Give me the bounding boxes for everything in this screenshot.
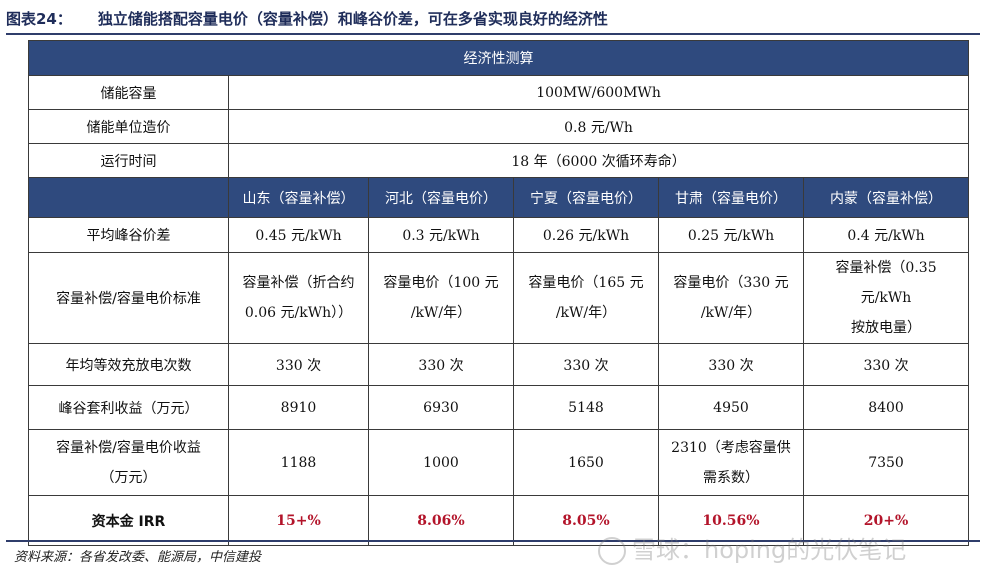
province-header-blank	[28, 177, 229, 218]
cell-line: 7350	[868, 454, 904, 471]
row-label: 年均等效充放电次数	[28, 343, 229, 386]
table-cell: 容量补偿（0.35 元/kWh 按放电量）	[802, 252, 970, 344]
cell-line: 容量电价（100 元	[383, 275, 499, 291]
table-cell: 330 次	[513, 343, 659, 386]
cell-line: 1000	[423, 454, 459, 471]
table-cell: 1650	[513, 429, 659, 496]
cell-line: 1650	[568, 454, 604, 471]
table-cell: 330 次	[228, 343, 369, 386]
table-cell: 8400	[802, 385, 970, 430]
cell-line: /kW/年）	[410, 305, 472, 321]
runtime-label: 运行时间	[28, 143, 229, 178]
table-cell: 0.4 元/kWh	[802, 217, 970, 253]
table-cell: 0.3 元/kWh	[368, 217, 514, 253]
table-cell: 容量电价（100 元/kW/年）	[368, 252, 514, 344]
section-header: 经济性测算	[27, 40, 970, 76]
table-cell: 1000	[368, 429, 514, 496]
figure-title-text: 独立储能搭配容量电价（容量补偿）和峰谷价差，可在多省实现良好的经济性	[97, 10, 608, 28]
province-header-ningxia: 宁夏（容量电价）	[513, 177, 659, 218]
runtime-value: 18 年（6000 次循环寿命）	[227, 143, 970, 178]
cell-line: 容量电价（330 元	[673, 275, 789, 291]
irr-cell: 8.05%	[513, 495, 659, 546]
table-cell: 330 次	[802, 343, 970, 386]
economics-table: 经济性测算 储能容量 100MW/600MWh 储能单位造价 0.8 元/Wh …	[27, 40, 970, 546]
row-label: 容量补偿/容量电价收益 （万元）	[28, 429, 229, 496]
row-label: 平均峰谷价差	[28, 217, 229, 253]
table-cell: 7350	[802, 429, 970, 496]
province-header-neimeng: 内蒙（容量补偿）	[802, 177, 970, 218]
top-rule	[6, 33, 980, 35]
cell-line: /kW/年）	[555, 305, 617, 321]
unit-cost-label: 储能单位造价	[28, 109, 229, 144]
figure-title: 图表24： 独立储能搭配容量电价（容量补偿）和峰谷价差，可在多省实现良好的经济性	[6, 8, 608, 29]
row-label: 资本金 IRR	[28, 495, 229, 546]
figure-number: 图表24：	[6, 10, 72, 28]
cell-line: 容量电价（165 元	[528, 275, 644, 291]
cell-line: 按放电量）	[851, 320, 922, 336]
watermark-text: 雪球：hoping的光伏笔记	[632, 536, 907, 564]
watermark: 雪球：hoping的光伏笔记	[598, 530, 906, 565]
table-cell: 1188	[228, 429, 369, 496]
watermark-logo-icon	[598, 537, 626, 565]
table-cell: 容量电价（165 元/kW/年）	[513, 252, 659, 344]
row-label: 峰谷套利收益（万元）	[28, 385, 229, 430]
cell-line: （万元）	[100, 469, 157, 486]
table-cell: 330 次	[368, 343, 514, 386]
irr-cell: 15+%	[228, 495, 369, 546]
source-note: 资料来源：各省发改委、能源局，中信建投	[14, 550, 262, 565]
province-header-hebei: 河北（容量电价）	[368, 177, 514, 218]
cell-line: 容量补偿（0.35 元/kWh	[835, 260, 937, 306]
bottom-rule	[6, 540, 980, 542]
cell-line: 容量补偿（折合约	[242, 275, 355, 291]
cell-line: 0.06 元/kWh））	[244, 305, 353, 321]
unit-cost-value: 0.8 元/Wh	[227, 109, 970, 144]
table-cell: 330 次	[658, 343, 804, 386]
table-cell: 6930	[368, 385, 514, 430]
table-cell: 2310（考虑容量供 需系数）	[658, 429, 804, 496]
cell-line: 需系数）	[703, 469, 759, 486]
cell-line: 容量补偿/容量电价收益	[56, 439, 201, 456]
cell-line: 1188	[280, 454, 317, 471]
irr-cell: 8.06%	[368, 495, 514, 546]
table-cell: 0.45 元/kWh	[228, 217, 369, 253]
table-cell: 0.26 元/kWh	[513, 217, 659, 253]
irr-cell: 20+%	[802, 495, 970, 546]
capacity-value: 100MW/600MWh	[227, 75, 970, 110]
table-cell: 8910	[228, 385, 369, 430]
irr-cell: 10.56%	[658, 495, 804, 546]
province-header-shandong: 山东（容量补偿）	[228, 177, 369, 218]
row-label: 容量补偿/容量电价标准	[28, 252, 229, 344]
table-cell: 容量补偿（折合约 0.06 元/kWh））	[228, 252, 369, 344]
capacity-label: 储能容量	[28, 75, 229, 110]
table-cell: 4950	[658, 385, 804, 430]
table-cell: 容量电价（330 元/kW/年）	[658, 252, 804, 344]
cell-line: 2310（考虑容量供	[671, 439, 791, 456]
province-header-gansu: 甘肃（容量电价）	[658, 177, 804, 218]
table-cell: 0.25 元/kWh	[658, 217, 804, 253]
table-cell: 5148	[513, 385, 659, 430]
cell-line: /kW/年）	[700, 305, 762, 321]
